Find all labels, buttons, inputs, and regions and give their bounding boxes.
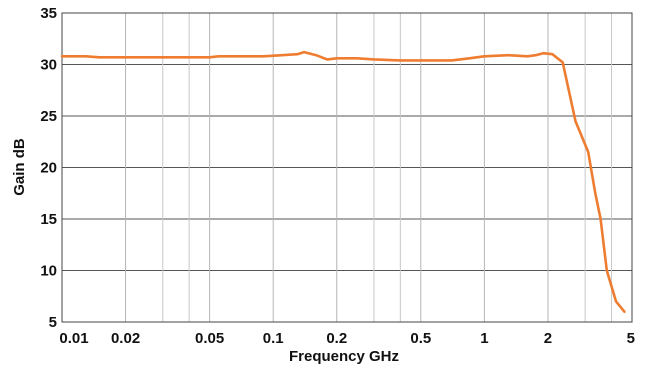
series-line-gain bbox=[60, 50, 626, 314]
x-tick-label: 0.05 bbox=[195, 330, 224, 347]
y-tick-label: 20 bbox=[40, 160, 57, 177]
x-tick-label: 2 bbox=[544, 330, 552, 347]
y-tick-label: 30 bbox=[40, 57, 57, 74]
x-tick-label: 1 bbox=[480, 330, 488, 347]
y-tick-label: 35 bbox=[40, 5, 57, 22]
y-tick-label: 25 bbox=[40, 108, 57, 125]
y-axis-title: Gain dB bbox=[11, 138, 28, 196]
x-tick-labels: 0.01 0.02 0.05 0.1 0.2 0.5 1 2 5 bbox=[59, 330, 635, 347]
y-tick-labels: 5 10 15 20 25 30 35 bbox=[40, 5, 57, 331]
x-tick-label: 0.01 bbox=[59, 330, 88, 347]
x-tick-label: 0.02 bbox=[111, 330, 140, 347]
plot-area-frame bbox=[61, 12, 633, 323]
series-layer bbox=[60, 50, 626, 314]
y-tick-label: 15 bbox=[40, 211, 57, 228]
x-tick-label: 0.2 bbox=[326, 330, 347, 347]
y-tick-label: 5 bbox=[49, 314, 57, 331]
x-tick-label: 5 bbox=[627, 330, 635, 347]
grid-lines bbox=[61, 12, 633, 323]
x-axis-title: Frequency GHz bbox=[289, 348, 399, 365]
x-tick-label: 0.1 bbox=[263, 330, 284, 347]
y-tick-label: 10 bbox=[40, 263, 57, 280]
x-tick-label: 0.5 bbox=[410, 330, 431, 347]
